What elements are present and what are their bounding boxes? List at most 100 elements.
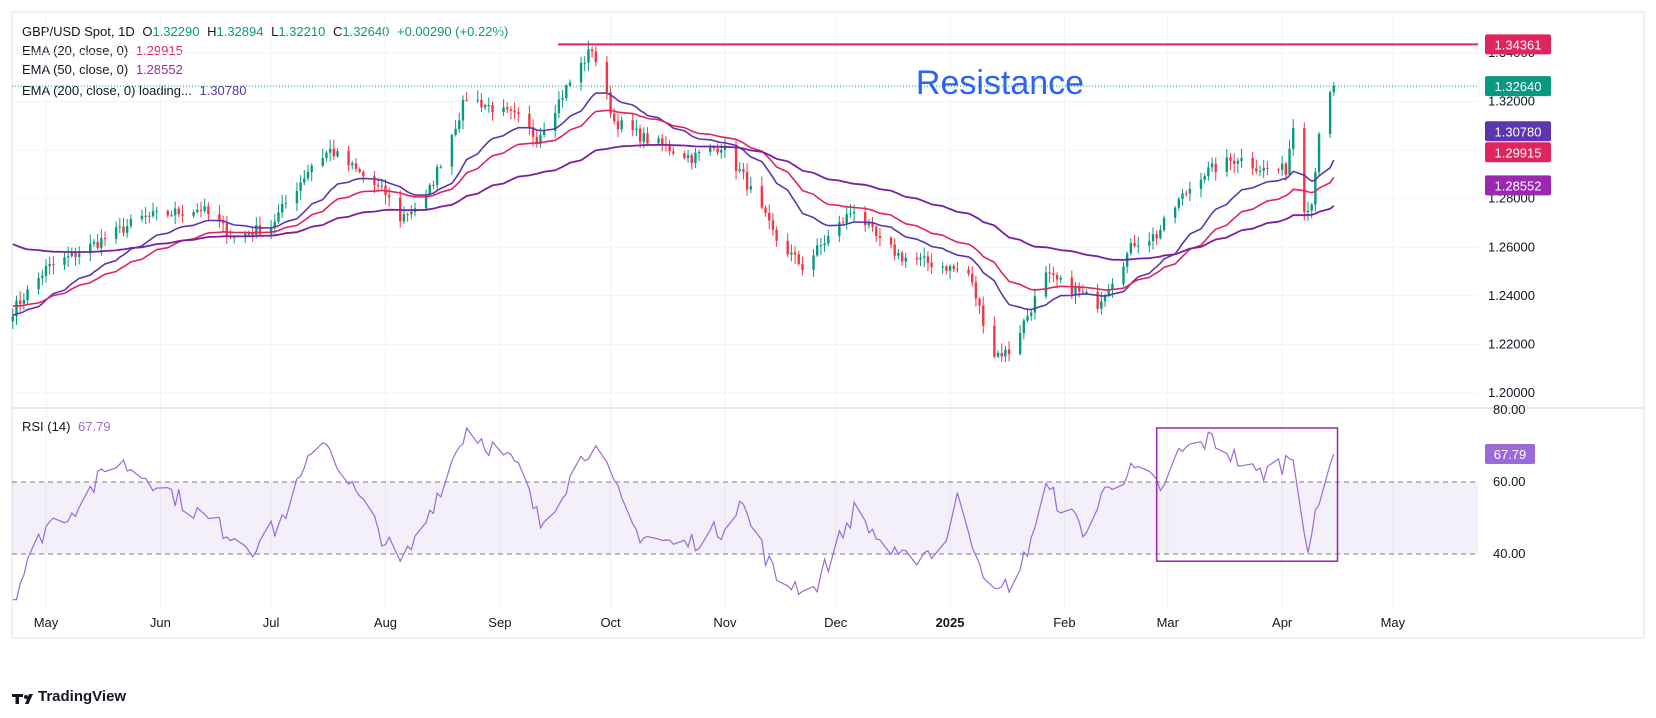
candle-body — [402, 214, 406, 222]
high-value: 1.32894 — [216, 24, 264, 39]
time-axis-label: May — [1381, 615, 1406, 630]
candle-body — [1137, 245, 1140, 247]
candle-body — [1266, 167, 1269, 169]
candle-body — [89, 243, 92, 254]
candle-body — [686, 155, 690, 159]
candle-body — [1103, 296, 1107, 302]
candle-body — [915, 257, 919, 260]
grid — [12, 14, 1644, 608]
candle-body — [373, 176, 376, 186]
candle-body — [716, 148, 719, 153]
candle-body — [1022, 320, 1026, 333]
candle-body — [816, 245, 819, 256]
candle-body — [502, 107, 505, 113]
candle-body — [1018, 332, 1022, 355]
candle-body — [1240, 157, 1243, 161]
ema-50-legend[interactable]: EMA (50, close, 0) 1.28552 — [22, 62, 187, 77]
candle-body — [1277, 168, 1280, 170]
candle-body — [465, 100, 468, 102]
price-tag-box — [1485, 121, 1551, 142]
open-label: O — [142, 24, 153, 39]
symbol-label[interactable]: GBP/USD Spot, 1D — [22, 24, 135, 39]
candle-body — [900, 252, 904, 262]
candle-body — [1332, 86, 1336, 93]
candle-body — [232, 236, 236, 238]
tradingview-brand[interactable]: TradingView — [38, 688, 127, 705]
candle-body — [487, 105, 490, 107]
time-axis-label: Apr — [1272, 615, 1293, 630]
candle-body — [945, 266, 948, 271]
ema-20-legend[interactable]: EMA (20, close, 0) 1.29915 — [22, 43, 187, 58]
candle-body — [1107, 289, 1110, 297]
price-tag-label: 1.29915 — [1495, 145, 1542, 160]
candle-body — [661, 138, 664, 145]
candle-body — [406, 214, 409, 216]
candle-body — [970, 273, 974, 283]
candle-body — [306, 171, 310, 179]
candle-body — [974, 282, 978, 299]
candle-body — [509, 109, 513, 111]
candle-body — [151, 211, 155, 216]
candle-body — [122, 226, 125, 233]
candle-body — [1199, 179, 1203, 189]
candle-body — [697, 152, 701, 154]
price-tag-label: 1.28552 — [1495, 178, 1542, 193]
low-value: 1.32210 — [278, 24, 326, 39]
candle-body — [1000, 352, 1003, 357]
candle-body — [878, 235, 882, 238]
candle-body — [709, 147, 712, 153]
tradingview-logo-icon — [12, 694, 33, 704]
candle-body — [1288, 148, 1291, 175]
candle-body — [948, 265, 952, 271]
candle-body — [993, 325, 996, 357]
candle-body — [594, 51, 598, 62]
candle-body — [376, 185, 380, 187]
candle-body — [325, 152, 328, 159]
candle-body — [638, 128, 642, 142]
candle-body — [1151, 234, 1155, 242]
candle-body — [203, 206, 206, 211]
candle-body — [786, 240, 789, 255]
candle-body — [1133, 243, 1136, 247]
candle-body — [118, 226, 121, 228]
price-tag-box — [1485, 175, 1551, 196]
candle-body — [52, 264, 55, 266]
candle-body — [96, 241, 99, 248]
ema-200-legend[interactable]: EMA (200, close, 0) loading... 1.30780 — [22, 83, 250, 98]
candle-body — [1048, 272, 1051, 274]
candle-body — [129, 219, 133, 227]
candle-body — [166, 210, 169, 216]
time-axis-label: 2025 — [936, 615, 965, 630]
price-tick-label: 1.26000 — [1488, 239, 1535, 254]
candle-body — [616, 121, 620, 130]
candle-body — [63, 257, 66, 265]
rsi-value: 67.79 — [78, 419, 111, 434]
candle-body — [354, 163, 358, 169]
candle-body — [461, 100, 465, 121]
candle-body — [1306, 210, 1310, 213]
ema-50-value: 1.28552 — [135, 62, 183, 77]
candle-body — [561, 97, 564, 100]
candle-body — [1074, 287, 1077, 295]
candle-body — [1159, 229, 1162, 239]
price-tick-label: 1.20000 — [1488, 385, 1535, 400]
candle-body — [103, 238, 107, 240]
candle-body — [387, 195, 391, 198]
rsi-tag-label: 67.79 — [1494, 447, 1527, 462]
candle-body — [506, 107, 509, 110]
candle-body — [841, 222, 845, 224]
candle-body — [114, 227, 118, 239]
candle-body — [849, 213, 852, 215]
candle-body — [919, 257, 922, 260]
price-tag-label: 1.30780 — [1495, 124, 1542, 139]
candle-body — [1177, 199, 1181, 208]
candlestick-series — [11, 40, 1336, 363]
candle-body — [819, 245, 823, 247]
candle-body — [771, 220, 775, 230]
candle-body — [255, 225, 258, 236]
candle-body — [1052, 273, 1055, 275]
candle-body — [579, 62, 583, 83]
candle-body — [454, 128, 457, 135]
candle-body — [683, 153, 686, 159]
